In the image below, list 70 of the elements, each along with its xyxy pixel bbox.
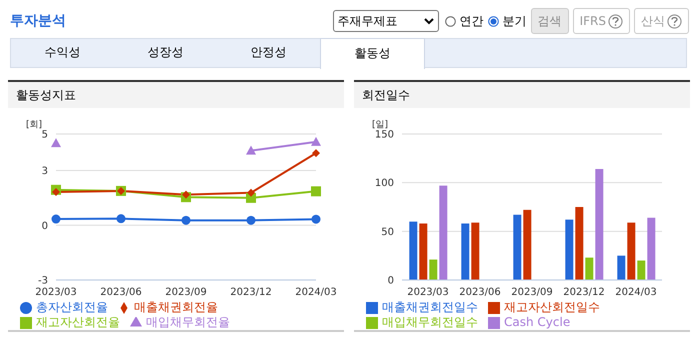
bar	[513, 214, 522, 280]
text: IFRS	[580, 14, 606, 28]
bar	[565, 220, 574, 280]
chart-title: 활동성지표	[8, 80, 344, 108]
chart-title: 회전일수	[354, 80, 690, 108]
point	[312, 149, 320, 158]
bar	[409, 222, 418, 280]
x-tick-label: 2023/06	[459, 287, 501, 298]
point	[182, 216, 190, 225]
x-tick-label: 2023/06	[100, 287, 142, 298]
y-axis-title: [회]	[26, 119, 42, 130]
x-tick-label: 2024/03	[295, 287, 337, 298]
point	[246, 146, 256, 155]
y-tick-label: 0	[388, 276, 394, 287]
point	[52, 214, 60, 224]
bar	[439, 186, 448, 280]
bar	[595, 169, 604, 280]
x-tick-label: 2023/12	[563, 287, 605, 298]
bar	[523, 210, 532, 280]
x-tick-label: 2023/09	[511, 287, 553, 298]
bar	[585, 258, 594, 280]
y-axis-title: [일]	[372, 119, 388, 130]
y-tick-label: 3	[42, 166, 48, 178]
point	[182, 190, 190, 199]
x-tick-label: 2023/12	[230, 287, 272, 298]
bar	[471, 222, 480, 280]
y-tick-label: 50	[381, 226, 394, 238]
bar	[617, 256, 626, 280]
text: 수익성	[44, 44, 82, 61]
x-tick-label: 2023/09	[165, 287, 207, 298]
x-tick-label: 2023/03	[407, 287, 449, 298]
bar	[419, 224, 428, 280]
legend-label: 재고자산회전율	[36, 315, 120, 329]
text: 주재무제표	[338, 12, 398, 30]
legend-label: 매출채권회전일수	[382, 300, 478, 314]
text: 투자분석	[10, 12, 66, 30]
legend-label: 매출채권회전율	[134, 300, 218, 314]
text: 활동성	[320, 38, 425, 69]
point	[247, 188, 255, 197]
text: 안정성	[250, 44, 288, 61]
legend-label: 총자산회전율	[36, 300, 108, 314]
point	[51, 138, 61, 148]
bar	[637, 260, 646, 280]
legend-label: 매입채무회전율	[146, 315, 230, 329]
point	[246, 216, 256, 225]
y-tick-label: 0	[42, 220, 48, 232]
bar	[627, 222, 636, 280]
text: 분기	[502, 12, 527, 30]
legend-label: 매입채무회전일수	[382, 315, 478, 329]
point	[312, 214, 320, 224]
x-tick-label: 2023/03	[35, 287, 77, 298]
y-tick-label: -3	[38, 276, 48, 287]
bar	[647, 218, 656, 280]
y-tick-label: 150	[374, 130, 394, 141]
text: 산식	[641, 12, 665, 30]
legend-label: 재고자산회전일수	[504, 300, 600, 314]
bar	[461, 224, 470, 280]
x-tick-label: 2024/03	[615, 287, 657, 298]
point	[311, 186, 321, 196]
text: 검색	[530, 8, 569, 34]
y-tick-label: 5	[42, 130, 48, 141]
point	[116, 214, 126, 224]
legend-label: Cash Cycle	[504, 315, 570, 329]
bar	[575, 207, 584, 280]
point	[52, 188, 60, 196]
text: 연간	[460, 12, 484, 30]
point	[311, 136, 321, 146]
y-tick-label: 100	[374, 178, 394, 190]
bar	[429, 260, 438, 280]
text: 성장성	[146, 44, 184, 61]
